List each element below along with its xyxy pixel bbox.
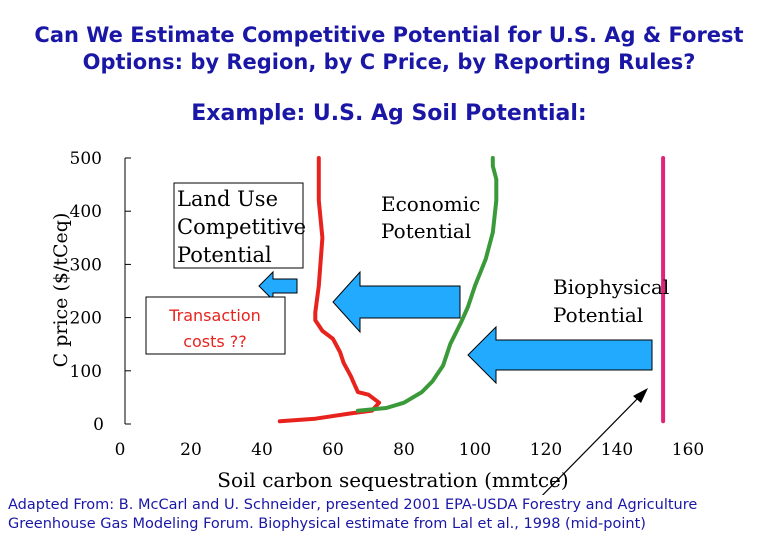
biophysical-label-line-2: Potential	[553, 303, 643, 327]
page-title-line-2: Options: by Region, by C Price, by Repor…	[82, 50, 696, 74]
page-subtitle: Example: U.S. Ag Soil Potential:	[191, 101, 587, 126]
x-axis-ticks: 0 20 40 60 80 100 120 140 160	[115, 440, 705, 460]
source-footnote-line-2: Greenhouse Gas Modeling Forum. Biophysic…	[8, 516, 646, 532]
x-tick-label: 100	[459, 440, 491, 460]
page-title-line-1: Can We Estimate Competitive Potential fo…	[34, 23, 744, 47]
x-tick-label: 60	[322, 440, 344, 460]
chart-canvas: 0 100 200 300 400 500 0 20 40 60 80 100 120 140 160 C…	[50, 149, 705, 495]
x-tick-label: 140	[601, 440, 633, 460]
y-tick-label: 400	[70, 202, 102, 222]
x-tick-label: 120	[530, 440, 562, 460]
y-axis-ticks: 0 100 200 300 400 500	[70, 149, 131, 435]
economic-curve	[355, 156, 499, 413]
biophysical-label-line-1: Biophysical	[553, 275, 669, 299]
x-tick-label: 0	[115, 440, 126, 460]
land-use-label-line-1: Land Use	[177, 187, 278, 211]
y-tick-label: 0	[93, 415, 104, 435]
y-axis-label: C price ($/tCeq)	[50, 213, 72, 368]
source-footnote: Adapted From: B. McCarl and U. Schneider…	[8, 496, 778, 534]
y-tick-label: 300	[70, 255, 102, 275]
economic-label-line-1: Economic	[381, 192, 480, 216]
land-use-label-box	[173, 182, 304, 269]
transaction-costs-box	[145, 296, 286, 355]
y-tick-label: 500	[70, 149, 102, 169]
chart-series	[277, 156, 666, 424]
x-tick-label: 20	[180, 440, 202, 460]
economic-label-line-2: Potential	[381, 219, 471, 243]
transaction-costs-line-1: Transaction	[168, 306, 261, 325]
source-pointer-arrow-line	[541, 392, 644, 495]
x-tick-label: 160	[672, 440, 704, 460]
y-tick-label: 200	[70, 309, 102, 329]
land-use-label-line-3: Potential	[177, 243, 272, 267]
source-footnote-line-1: Adapted From: B. McCarl and U. Schneider…	[8, 497, 698, 513]
land-use-label-line-2: Competitive	[177, 215, 306, 239]
biophysical-to-economic-arrow	[467, 325, 653, 385]
source-pointer-arrow-head	[633, 388, 648, 403]
transaction-costs-line-2: costs ??	[183, 332, 247, 351]
y-tick-label: 100	[70, 362, 102, 382]
transaction-arrow-small	[258, 270, 298, 302]
economic-to-landuse-arrow	[332, 270, 461, 334]
x-tick-label: 80	[393, 440, 415, 460]
x-tick-label: 40	[251, 440, 273, 460]
x-axis-label: Soil carbon sequestration (mmtce)	[217, 468, 568, 492]
